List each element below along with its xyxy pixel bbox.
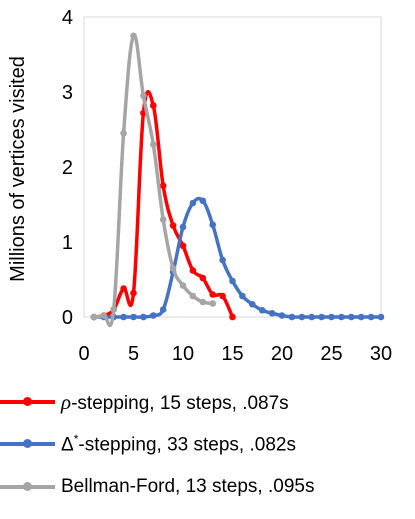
legend-item-bellman-ford: Bellman-Ford, 13 steps, .095s xyxy=(0,472,314,502)
x-tick-label: 20 xyxy=(271,343,293,365)
data-point-bellman-ford xyxy=(130,32,137,40)
data-point-rho-stepping xyxy=(150,102,157,109)
data-point-delta-stepping xyxy=(189,199,197,207)
delta-superscript: * xyxy=(73,431,79,446)
data-point-delta-stepping xyxy=(278,312,286,319)
x-tick-label: 30 xyxy=(370,343,392,365)
y-tick-label: 3 xyxy=(62,82,73,104)
data-point-bellman-ford xyxy=(90,313,98,321)
data-point-rho-stepping xyxy=(159,182,167,190)
data-point-delta-stepping xyxy=(348,313,355,321)
data-point-delta-stepping xyxy=(318,313,325,321)
data-point-bellman-ford xyxy=(140,92,147,100)
legend-swatch-delta-stepping xyxy=(0,429,55,459)
y-tick-label: 1 xyxy=(62,232,73,254)
data-point-bellman-ford xyxy=(110,306,117,313)
rho-symbol: ρ xyxy=(61,389,72,414)
data-point-delta-stepping xyxy=(229,277,236,285)
data-point-delta-stepping xyxy=(130,313,137,321)
data-point-delta-stepping xyxy=(268,309,276,317)
data-point-delta-stepping xyxy=(298,313,306,321)
data-point-rho-stepping xyxy=(179,242,187,250)
data-point-delta-stepping xyxy=(120,313,127,321)
x-tick-label: 5 xyxy=(128,343,139,365)
x-tick-label: 25 xyxy=(320,343,342,365)
data-point-rho-stepping xyxy=(189,267,197,274)
data-point-delta-stepping xyxy=(338,313,345,321)
delta-symbol: Δ xyxy=(61,434,74,456)
data-point-rho-stepping xyxy=(199,274,207,282)
data-point-delta-stepping xyxy=(209,221,216,229)
data-point-delta-stepping xyxy=(308,313,316,321)
data-point-delta-stepping xyxy=(219,256,226,264)
data-point-bellman-ford xyxy=(199,298,207,306)
data-point-bellman-ford xyxy=(100,312,108,319)
data-point-delta-stepping xyxy=(179,223,187,231)
data-point-bellman-ford xyxy=(189,292,197,300)
data-point-delta-stepping xyxy=(288,313,296,321)
data-point-delta-stepping xyxy=(199,197,207,205)
data-point-delta-stepping xyxy=(140,313,147,321)
data-point-rho-stepping xyxy=(209,291,216,298)
x-tick-label: 0 xyxy=(78,343,89,365)
data-point-delta-stepping xyxy=(328,313,335,321)
y-axis-label: Millions of vertices visited xyxy=(7,56,29,282)
data-point-delta-stepping xyxy=(377,313,385,321)
data-point-bellman-ford xyxy=(150,141,157,148)
y-tick-label: 0 xyxy=(62,307,73,329)
legend-swatch-rho-stepping xyxy=(0,387,55,417)
data-point-delta-stepping xyxy=(367,313,375,321)
line-chart: 0 1 2 3 4 0 5 10 15 20 25 30 Millions of vertices vi… xyxy=(7,7,392,365)
series-line-rho-stepping xyxy=(92,89,235,319)
data-point-bellman-ford xyxy=(179,282,187,289)
data-point-rho-stepping xyxy=(120,285,127,292)
legend-swatch-bellman-ford xyxy=(0,472,55,502)
data-point-rho-stepping xyxy=(229,313,236,321)
y-tick-label: 2 xyxy=(62,157,73,179)
legend-text-rho: -stepping, 15 steps, .087s xyxy=(71,392,289,414)
data-point-delta-stepping xyxy=(357,313,365,321)
y-tick-label: 4 xyxy=(62,7,73,29)
data-point-rho-stepping xyxy=(130,289,137,297)
data-point-bellman-ford xyxy=(120,129,127,137)
data-point-rho-stepping xyxy=(219,292,226,300)
legend-label-bellman-ford: Bellman-Ford, 13 steps, .095s xyxy=(61,476,315,497)
legend-label-rho-stepping: ρ-stepping, 15 steps, .087s xyxy=(55,390,289,415)
data-point-delta-stepping xyxy=(258,306,266,314)
legend-item-rho-stepping: ρ-stepping, 15 steps, .087s xyxy=(0,387,289,417)
legend-text-delta: -stepping, 33 steps, .082s xyxy=(78,434,296,456)
data-point-bellman-ford xyxy=(169,264,177,272)
data-point-delta-stepping xyxy=(159,306,167,313)
data-point-bellman-ford xyxy=(209,300,216,307)
data-point-delta-stepping xyxy=(239,292,246,300)
legend-item-delta-stepping: Δ*-stepping, 33 steps, .082s xyxy=(0,429,296,459)
x-tick-label: 10 xyxy=(172,343,194,365)
series-line-bellman-ford xyxy=(92,33,215,328)
data-point-delta-stepping xyxy=(249,300,256,308)
data-point-rho-stepping xyxy=(169,222,177,229)
legend-label-delta-stepping: Δ*-stepping, 33 steps, .082s xyxy=(55,432,296,456)
x-tick-label: 15 xyxy=(221,343,243,365)
data-point-bellman-ford xyxy=(159,216,167,223)
data-point-delta-stepping xyxy=(150,312,157,319)
